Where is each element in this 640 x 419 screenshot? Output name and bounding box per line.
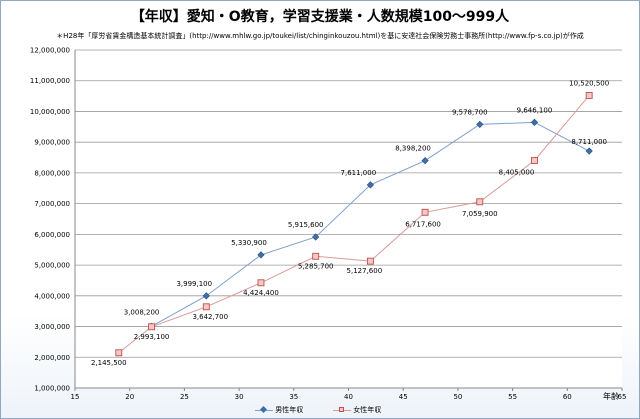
female-data-label: 5,127,600	[347, 267, 383, 275]
female-data-label: 10,520,500	[569, 79, 609, 87]
plot-area	[75, 50, 622, 388]
male-data-point	[366, 181, 375, 189]
female-data-point	[476, 198, 484, 206]
female-data-label: 2,145,500	[91, 359, 127, 367]
y-tick-label: 10,000,000	[30, 108, 70, 116]
male-data-label: 5,915,600	[288, 221, 324, 229]
male-data-point	[476, 120, 484, 129]
female-data-point	[257, 279, 265, 287]
legend-item-male: 男性年収	[255, 405, 303, 415]
male-data-label: 3,999,100	[176, 280, 212, 288]
x-tick-label: 20	[125, 393, 134, 401]
y-tick-label: 9,000,000	[34, 139, 70, 147]
male-data-point	[421, 157, 429, 165]
female-data-point	[585, 92, 593, 99]
female-data-point	[148, 323, 156, 331]
legend-label-female: 女性年収	[353, 406, 382, 414]
legend-item-female: 女性年収	[333, 405, 381, 415]
y-tick-label: 6,000,000	[34, 231, 70, 239]
x-tick-label: 40	[344, 393, 353, 401]
chart-title: 【年収】愛知・O教育，学習支援業・人数規模100〜999人	[130, 9, 510, 25]
y-tick-label: 1,000,000	[34, 385, 70, 393]
y-tick-label: 12,000,000	[30, 47, 70, 55]
female-series-line	[118, 95, 590, 354]
legend-marker-diamond-icon	[259, 405, 268, 413]
male-data-label: 8,711,000	[571, 138, 607, 146]
female-data-label: 3,642,700	[192, 313, 228, 321]
x-axis-unit-label: 年齢	[603, 392, 619, 401]
x-tick-label: 30	[235, 393, 244, 401]
female-data-point	[115, 349, 123, 357]
male-data-point	[312, 233, 320, 241]
legend-label-male: 男性年収	[275, 406, 304, 414]
male-data-label: 7,611,000	[341, 169, 377, 177]
x-tick-label: 55	[508, 393, 517, 401]
male-data-point	[585, 147, 593, 155]
x-tick-label: 15	[71, 393, 80, 401]
y-tick-label: 7,000,000	[34, 200, 70, 208]
female-data-point	[366, 257, 374, 265]
x-tick-label: 25	[180, 393, 189, 401]
male-data-label: 9,646,100	[517, 106, 553, 114]
y-tick-label: 5,000,000	[34, 262, 70, 270]
legend-swatch-female	[333, 406, 351, 412]
male-data-label: 5,330,900	[231, 239, 267, 247]
female-data-label: 8,405,000	[499, 168, 535, 176]
y-tick-label: 11,000,000	[30, 77, 70, 85]
female-data-point	[202, 303, 210, 311]
x-tick-label: 35	[289, 393, 298, 401]
female-data-point	[421, 208, 429, 216]
female-data-label: 6,717,600	[405, 220, 441, 228]
y-tick-label: 3,000,000	[34, 323, 70, 331]
y-tick-label: 2,000,000	[34, 354, 70, 362]
y-tick-label: 8,000,000	[34, 169, 70, 177]
female-data-point	[312, 252, 320, 260]
female-data-point	[531, 157, 538, 164]
legend-marker-square-icon	[339, 406, 344, 412]
male-data-label: 9,578,700	[452, 108, 488, 116]
female-data-label: 4,424,400	[243, 289, 279, 297]
male-data-label: 3,008,200	[124, 308, 160, 316]
chart-subtitle: ＊H28年「厚労省賃金構造基本統計調査」(http://www.mhlw.go.…	[56, 32, 584, 40]
legend: 男性年収 女性年収	[0, 405, 640, 417]
x-tick-label: 45	[399, 393, 408, 401]
female-data-label: 2,993,100	[134, 333, 170, 341]
male-data-point	[530, 118, 539, 126]
male-data-point	[257, 251, 265, 259]
male-data-label: 8,398,200	[395, 145, 431, 153]
female-data-label: 5,285,700	[298, 262, 334, 270]
x-tick-label: 60	[563, 393, 572, 401]
female-data-label: 7,059,900	[462, 210, 498, 218]
y-tick-label: 4,000,000	[34, 292, 70, 300]
x-tick-label: 50	[453, 393, 462, 401]
x-tick-label: 65	[618, 393, 627, 401]
legend-swatch-male	[255, 405, 273, 413]
male-data-point	[202, 292, 210, 300]
